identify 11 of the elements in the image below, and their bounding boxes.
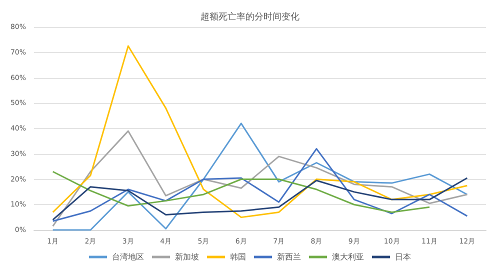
legend-label: 新西兰 bbox=[277, 252, 301, 262]
line-series bbox=[52, 45, 468, 218]
legend-label: 日本 bbox=[395, 252, 411, 262]
legend-label: 韩国 bbox=[230, 252, 246, 262]
line-series bbox=[52, 148, 468, 222]
line-series bbox=[52, 177, 468, 221]
legend-label: 新加坡 bbox=[175, 252, 199, 262]
chart-title: 超额死亡率的分时间变化 bbox=[200, 12, 300, 22]
legend-label: 台湾地区 bbox=[112, 252, 144, 262]
line-series bbox=[52, 170, 430, 213]
legend-label: 澳大利亚 bbox=[332, 252, 364, 262]
